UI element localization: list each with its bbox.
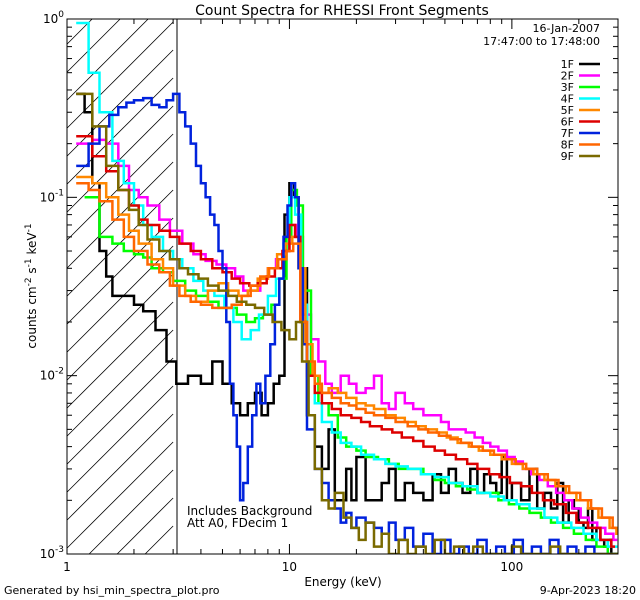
hatch-line-20	[66, 18, 121, 73]
y-tick-label--3: 10-3	[40, 545, 64, 561]
hatch-line-3	[66, 441, 174, 549]
legend-date: 16-Jan-2007	[533, 22, 601, 35]
series-8F-line	[76, 181, 617, 530]
legend-label-7F: 7F	[561, 127, 574, 140]
hatch-line-0	[144, 525, 174, 555]
y-tick-label-0: 100	[43, 10, 64, 26]
hatch-line-10	[66, 245, 174, 353]
x-tick-labels: 1 10 100	[63, 560, 523, 574]
footer-generated-date: 9-Apr-2023 18:20	[540, 584, 636, 597]
annotation-attenuator: Att A0, FDecim 1	[187, 516, 288, 530]
hatch-line-2	[88, 469, 174, 555]
hatch-line-11	[66, 217, 174, 325]
x-axis-label: Energy (keV)	[304, 575, 381, 589]
hatch-line-4	[66, 413, 174, 521]
legend-label-8F: 8F	[561, 139, 574, 152]
axis-ticks	[66, 18, 619, 555]
y-tick-labels: 100 10-1 10-2 10-3	[40, 10, 65, 561]
hatch-line-1	[116, 497, 174, 555]
footer-generated-by: Generated by hsi_min_spectra_plot.pro	[4, 584, 220, 597]
legend-time-range: 17:47:00 to 17:48:00	[483, 35, 600, 48]
y-tick-label--2: 10-2	[40, 367, 64, 383]
y-axis-label: counts cm-2 s-1 keV-1	[24, 223, 39, 348]
legend-label-1F: 1F	[561, 58, 574, 71]
legend-label-4F: 4F	[561, 93, 574, 106]
series-lines	[76, 21, 618, 554]
series-6F-line	[76, 135, 616, 548]
hatch-line-14	[66, 133, 174, 241]
legend-label-2F: 2F	[561, 70, 574, 83]
hatch-line-8	[66, 301, 174, 409]
series-3F-line	[84, 188, 618, 554]
hatch-line-18	[66, 21, 174, 129]
y-tick-label--1: 10-1	[40, 188, 64, 204]
series-9F-line	[76, 92, 618, 554]
background-hatched-region	[66, 18, 174, 555]
hatch-line-7	[66, 329, 174, 437]
hatch-line-15	[66, 105, 174, 213]
hatch-line-9	[66, 273, 174, 381]
chart-title: Count Spectra for RHESSI Front Segments	[195, 3, 489, 19]
hatch-line-6	[66, 357, 174, 465]
legend-label-3F: 3F	[561, 81, 574, 94]
hatch-line-17	[66, 49, 174, 157]
x-tick-label-100: 100	[500, 560, 523, 574]
annotation-background: Includes Background	[187, 504, 312, 518]
hatch-line-19	[66, 18, 149, 101]
legend-label-6F: 6F	[561, 116, 574, 129]
series-7F-line	[76, 92, 617, 554]
x-tick-label-10: 10	[282, 560, 297, 574]
legend-label-9F: 9F	[561, 150, 574, 163]
hatch-line-5	[66, 385, 174, 493]
plot-frame	[66, 18, 619, 555]
x-tick-label-1: 1	[63, 560, 71, 574]
legend-label-5F: 5F	[561, 104, 574, 117]
series-1F-line	[76, 92, 618, 554]
